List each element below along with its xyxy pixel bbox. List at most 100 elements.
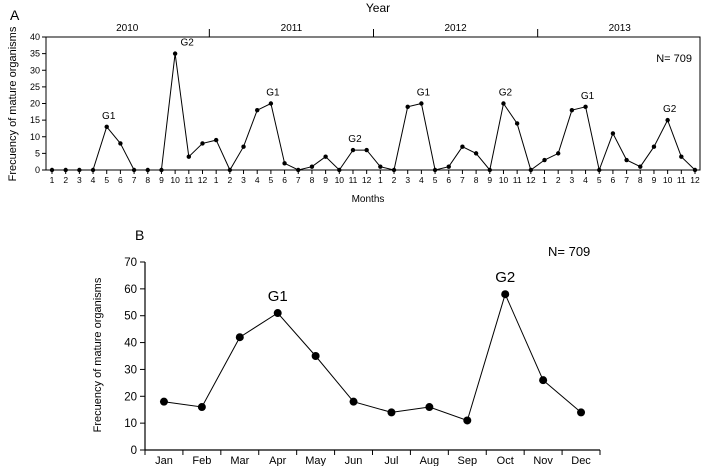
panel-a-annotation: N= 709 bbox=[656, 53, 692, 65]
panel-a-xlabel: Months bbox=[352, 194, 385, 205]
panel-a-point bbox=[268, 101, 274, 106]
panel-a-series: G1 G2 G1 G2 G1 G2 G1 G2 bbox=[49, 38, 698, 173]
panel-a-point bbox=[255, 107, 260, 113]
panel-b-xtick-label: Nov bbox=[533, 455, 553, 466]
panel-a-xtick-label: 6 bbox=[611, 175, 616, 185]
panel-b-point bbox=[159, 397, 168, 406]
panel-b-xtick-label: Mar bbox=[230, 455, 249, 466]
panel-a-xtick-label: 10 bbox=[499, 175, 509, 185]
panel-a-point bbox=[432, 167, 438, 173]
panel-a-xtick-label: 4 bbox=[419, 175, 424, 185]
panel-a-point bbox=[282, 161, 287, 166]
panel-a-ytick-label: 10 bbox=[30, 132, 40, 142]
panel-a-point bbox=[131, 167, 137, 173]
panel-a-point-label: G2 bbox=[348, 134, 362, 145]
panel-a-xtick-label: 8 bbox=[145, 175, 150, 185]
panel-a-xtick-label: 2 bbox=[63, 175, 68, 185]
panel-a-xtick-label: 2 bbox=[556, 175, 561, 185]
panel-a-xtick-label: 7 bbox=[296, 175, 301, 185]
panel-a-point bbox=[583, 104, 588, 110]
panel-a-xtick-label: 11 bbox=[349, 175, 358, 185]
panel-a-xtick-label: 2 bbox=[227, 175, 232, 185]
panel-a-xtick-label: 7 bbox=[624, 175, 629, 185]
panel-a-xtick-label: 8 bbox=[638, 175, 643, 185]
panel-a-point bbox=[419, 101, 424, 106]
panel-a-xtick-label: 6 bbox=[282, 175, 287, 185]
panel-a-xtick-label: 1 bbox=[542, 175, 547, 185]
panel-a-point bbox=[460, 144, 465, 149]
panel-a-xtick-label: 7 bbox=[132, 175, 137, 185]
panel-a-xtick-label: 3 bbox=[77, 175, 82, 185]
panel-a-ytick-label: 40 bbox=[30, 32, 40, 42]
panel-a-point bbox=[186, 154, 192, 159]
panel-a-point bbox=[638, 164, 643, 169]
panel-a-xtick-label: 11 bbox=[184, 175, 193, 185]
panel-a-xtick-label: 5 bbox=[269, 175, 274, 185]
panel-a-xtick-label: 5 bbox=[433, 175, 438, 185]
panel-a-point bbox=[104, 124, 109, 129]
panel-b-point bbox=[425, 403, 434, 412]
panel-b-point bbox=[311, 352, 320, 360]
panel-a-point-label: G2 bbox=[663, 104, 677, 115]
panel-a-year-label: 2013 bbox=[609, 23, 632, 34]
panel-b-series: G1 G2 bbox=[159, 269, 586, 425]
panel-a-point bbox=[514, 121, 520, 126]
panel-a-ytick-label: 20 bbox=[30, 99, 40, 109]
panel-a-xtick-label: 9 bbox=[323, 175, 328, 185]
panel-a-point bbox=[159, 167, 164, 173]
panel-b-xtick-label: Aug bbox=[420, 455, 440, 466]
panel-a-point bbox=[692, 167, 698, 173]
panel-a-xtick-label: 1 bbox=[50, 175, 55, 185]
panel-a-point bbox=[63, 167, 68, 173]
panel-a-xtick-label: 9 bbox=[652, 175, 657, 185]
panel-b-xtick-label: Dec bbox=[571, 455, 591, 466]
panel-a-xtick-label: 7 bbox=[460, 175, 465, 185]
panel-b-point bbox=[387, 408, 396, 417]
panel-a-point bbox=[49, 167, 55, 173]
panel-b-point bbox=[577, 408, 586, 417]
panel-a-point bbox=[446, 164, 451, 169]
panel-a-xtick-label: 5 bbox=[597, 175, 602, 185]
panel-a-label: A bbox=[10, 7, 20, 23]
panel-a-xtick-label: 4 bbox=[91, 175, 96, 185]
panel-b-ytick-label: 30 bbox=[124, 364, 137, 376]
panel-a-point-label: G2 bbox=[499, 88, 513, 99]
panel-a-xtick-label: 4 bbox=[255, 175, 260, 185]
panel-a-point-label: G1 bbox=[417, 88, 431, 99]
panel-a-point bbox=[118, 141, 123, 146]
panel-b-annotation: N= 709 bbox=[548, 244, 590, 259]
panel-a-ytick-label: 0 bbox=[35, 165, 40, 175]
panel-b-ytick-label: 20 bbox=[124, 391, 137, 403]
panel-b-xtick-label: Jun bbox=[345, 455, 363, 466]
panel-b-ytick-label: 70 bbox=[124, 257, 137, 269]
panel-a-point bbox=[364, 147, 369, 153]
panel-b-xtick-label: May bbox=[305, 455, 326, 466]
panel-b-series-line bbox=[163, 292, 582, 422]
panel-a-point bbox=[501, 101, 506, 106]
panel-b-xtick-label: Sep bbox=[458, 455, 478, 466]
panel-a-point bbox=[405, 104, 410, 110]
panel-a-point bbox=[296, 167, 301, 173]
panel-b-point bbox=[197, 403, 206, 412]
panel-a-point bbox=[350, 147, 356, 153]
panel-b-label: B bbox=[135, 227, 144, 243]
panel-a-point-label: G1 bbox=[102, 111, 116, 122]
panel-a-xtick-label: 8 bbox=[310, 175, 315, 185]
panel-a-xtick-label: 3 bbox=[405, 175, 410, 185]
panel-a-point bbox=[213, 137, 219, 143]
panel-a-ytick-label: 15 bbox=[30, 115, 40, 125]
panel-a-point bbox=[241, 144, 246, 149]
panel-a-series-line bbox=[52, 53, 696, 172]
panel-a-xtick-label: 8 bbox=[474, 175, 479, 185]
panel-b-xtick-label: Feb bbox=[192, 455, 211, 466]
panel-a-point bbox=[487, 167, 492, 173]
panel-a-year-labels: 2010 2011 2012 2013 bbox=[116, 23, 631, 37]
panel-a-ylabel: Frecuency of mature organisms bbox=[7, 26, 19, 181]
panel-a-xtick-label: 6 bbox=[118, 175, 123, 185]
panel-a-point bbox=[227, 167, 233, 173]
panel-a-point bbox=[473, 151, 479, 156]
panel-a-point bbox=[528, 167, 534, 173]
panel-b-point-label: G2 bbox=[495, 269, 515, 286]
panel-b-point bbox=[235, 333, 244, 342]
panel-a-point bbox=[309, 164, 315, 169]
